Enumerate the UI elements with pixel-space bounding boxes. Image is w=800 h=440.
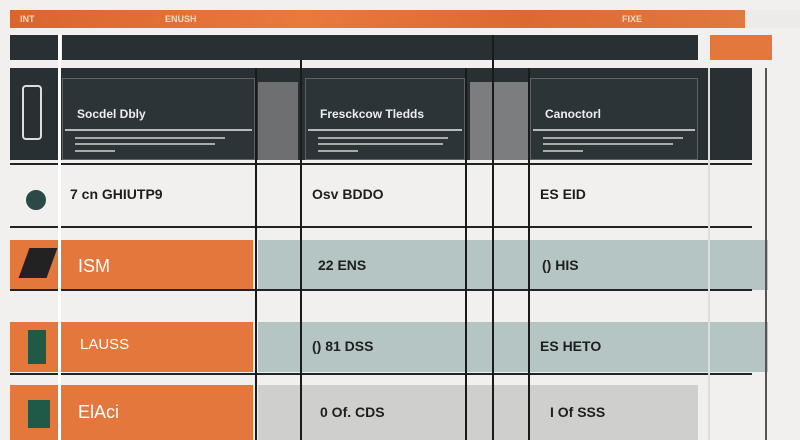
grid-line xyxy=(465,68,467,440)
toolbar-accent-button[interactable] xyxy=(710,35,772,60)
header-label: INT xyxy=(20,14,35,24)
row-label: 7 cn GHIUTP9 xyxy=(70,186,163,202)
row-label-cell[interactable] xyxy=(10,385,253,440)
grid-line xyxy=(10,289,752,291)
row-value: I Of SSS xyxy=(550,404,606,420)
book-icon xyxy=(28,330,46,364)
row-data-cell xyxy=(258,385,698,440)
grid-line xyxy=(300,60,302,440)
header-label[interactable]: ENUSH xyxy=(165,14,197,24)
grid-line xyxy=(58,35,61,440)
row-value: ES EID xyxy=(540,186,586,202)
row-label: LAUSS xyxy=(80,336,130,353)
grid-line xyxy=(528,68,530,440)
row-value: () 81 DSS xyxy=(312,338,374,354)
card-title: Fresckcow Tledds xyxy=(320,107,425,121)
row-value: 22 ENS xyxy=(318,257,367,273)
grid-line xyxy=(10,163,752,165)
row-value: 0 Of. CDS xyxy=(320,404,385,420)
card[interactable]: Canoctorl xyxy=(530,78,698,160)
card[interactable]: Socdel Dbly xyxy=(62,78,255,160)
row-label-cell[interactable] xyxy=(10,322,253,372)
book-icon xyxy=(28,400,50,428)
grid-line xyxy=(10,373,752,375)
card-divider-image xyxy=(258,82,298,160)
row-label: ElAci xyxy=(78,402,120,422)
top-right-panel xyxy=(745,10,800,28)
toolbar xyxy=(62,35,698,60)
card-title: Socdel Dbly xyxy=(77,107,146,121)
row-value: Osv BDDO xyxy=(312,186,384,202)
row-value: () HIS xyxy=(542,257,579,273)
card[interactable]: Fresckcow Tledds xyxy=(305,78,465,160)
toolbar-left xyxy=(10,35,58,60)
grid-line xyxy=(492,35,494,440)
row-data-cell xyxy=(258,322,768,372)
circle-icon xyxy=(26,190,46,210)
card-divider-image xyxy=(470,82,528,160)
grid-line xyxy=(708,68,710,440)
grid-line xyxy=(10,226,752,228)
top-header-bar: INT ENUSH FIXE xyxy=(10,10,745,28)
device-icon xyxy=(22,85,42,140)
grid-line xyxy=(765,68,767,440)
row-value: ES HETO xyxy=(540,338,602,354)
row-data-cell xyxy=(258,240,768,290)
row-label: ISM xyxy=(78,256,111,276)
card-title: Canoctorl xyxy=(545,107,602,121)
header-label[interactable]: FIXE xyxy=(622,14,643,24)
grid-line xyxy=(255,68,257,440)
